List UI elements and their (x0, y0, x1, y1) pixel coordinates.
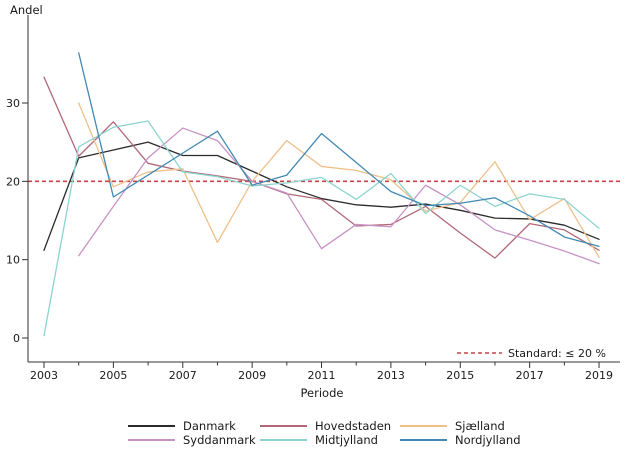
axis-layer: 0 10 20 30 2003 2005 2007 2009 2011 2013 2015 2017 2… (6, 15, 620, 382)
y-tick-label: 0 (13, 332, 20, 345)
x-tick-label: 2013 (377, 369, 405, 382)
series-line-hovedstaden (43, 76, 600, 259)
x-axis-title: Periode (301, 386, 344, 400)
x-tick-label: 2019 (585, 369, 613, 382)
x-tick-label: 2007 (169, 369, 197, 382)
y-tick-label: 30 (6, 97, 20, 110)
plot-layer (28, 52, 620, 337)
legend-item-syddanmark: Syddanmark (128, 432, 256, 447)
x-tick-label: 2015 (446, 369, 474, 382)
x-tick-label: 2017 (516, 369, 544, 382)
legend-swatch (400, 424, 447, 427)
legend-swatch (128, 424, 175, 427)
series-line-danmark (43, 141, 600, 251)
line-chart: Andel 0 10 20 30 2003 2005 2007 2009 2011 2013 201… (6, 3, 620, 400)
legend-swatch (400, 438, 447, 441)
series-line-sjlland (78, 102, 600, 258)
legend-swatch (128, 438, 175, 441)
x-tick-label: 2011 (308, 369, 336, 382)
y-tick-label: 10 (6, 254, 20, 267)
legend-label: Danmark (183, 418, 236, 433)
legend-label: Midtjylland (315, 432, 378, 447)
legend-label: Sjælland (455, 418, 505, 433)
legend-label: Nordjylland (455, 432, 521, 447)
legend-swatch (260, 424, 307, 427)
y-tick-label: 20 (6, 175, 20, 188)
legend-swatch (260, 438, 307, 441)
x-tick-label: 2003 (30, 369, 58, 382)
legend-item-nordjylland: Nordjylland (400, 432, 521, 447)
legend-item-danmark: Danmark (128, 418, 236, 433)
series-line-syddanmark (78, 127, 600, 265)
series-line-midtjylland (43, 120, 600, 337)
standard-legend-label: Standard: ≤ 20 % (508, 347, 606, 360)
y-axis-title: Andel (10, 3, 43, 17)
series-line-nordjylland (78, 52, 600, 248)
legend-item-hovedstaden: Hovedstaden (260, 418, 392, 433)
x-tick-label: 2009 (238, 369, 266, 382)
x-tick-label: 2005 (99, 369, 127, 382)
legend-label: Hovedstaden (315, 418, 392, 433)
legend-label: Syddanmark (183, 432, 256, 447)
legend-item-midtjylland: Midtjylland (260, 432, 378, 447)
legend-item-sjlland: Sjælland (400, 418, 505, 433)
